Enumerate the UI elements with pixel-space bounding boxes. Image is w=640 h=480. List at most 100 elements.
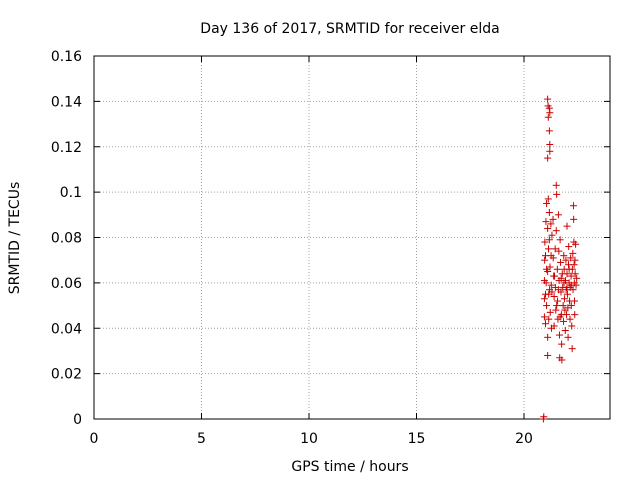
- data-point: [540, 313, 548, 321]
- data-point: [554, 286, 562, 294]
- data-point: [543, 199, 551, 207]
- data-point: [571, 256, 579, 264]
- data-point: [550, 292, 558, 300]
- x-tick-label: 10: [300, 431, 318, 447]
- chart-title: Day 136 of 2017, SRMTID for receiver eld…: [200, 21, 499, 37]
- data-point: [563, 311, 571, 319]
- data-point: [545, 245, 553, 253]
- data-point: [560, 279, 568, 287]
- data-point: [542, 320, 549, 328]
- data-point: [546, 109, 554, 117]
- data-point: [545, 236, 553, 244]
- data-points: [539, 95, 581, 423]
- data-point: [541, 256, 549, 264]
- data-point: [571, 270, 579, 278]
- data-point: [542, 279, 550, 287]
- data-point: [544, 154, 552, 162]
- data-point: [544, 195, 552, 203]
- data-point: [546, 308, 554, 316]
- data-point: [547, 281, 555, 289]
- y-axis-label: SRMTID / TECUs: [7, 182, 23, 295]
- data-point: [569, 286, 577, 294]
- data-point: [556, 313, 564, 321]
- data-point: [544, 224, 552, 232]
- data-point: [561, 327, 569, 335]
- x-tick-label: 5: [197, 431, 206, 447]
- x-axis-ticks: 0 5 10 15 20: [90, 56, 533, 447]
- data-point: [551, 272, 559, 280]
- data-point: [544, 351, 552, 359]
- data-point: [573, 274, 581, 282]
- data-point: [544, 113, 552, 121]
- data-point: [569, 202, 577, 210]
- data-point: [571, 311, 579, 319]
- data-point: [544, 333, 552, 341]
- data-point: [569, 249, 577, 257]
- data-point: [565, 243, 573, 251]
- data-point: [554, 211, 562, 219]
- data-point: [557, 274, 565, 282]
- data-point: [567, 272, 575, 280]
- data-point: [543, 302, 551, 310]
- data-point: [549, 254, 557, 262]
- data-point: [559, 302, 567, 310]
- data-point: [544, 95, 552, 103]
- data-point: [562, 256, 570, 264]
- data-point: [567, 254, 575, 262]
- data-point: [568, 345, 576, 353]
- x-tick-label: 15: [408, 431, 426, 447]
- y-tick-label: 0.04: [51, 321, 82, 337]
- grid: [94, 56, 610, 419]
- data-point: [540, 295, 548, 303]
- data-point: [560, 252, 568, 260]
- data-point: [549, 215, 557, 223]
- data-point: [553, 190, 561, 198]
- data-point: [554, 297, 562, 305]
- data-point: [557, 258, 565, 266]
- data-point: [542, 218, 550, 226]
- data-point: [565, 265, 573, 273]
- y-tick-label: 0.06: [51, 276, 82, 292]
- data-point: [564, 333, 572, 341]
- y-axis-ticks: 0 0.02 0.04 0.06 0.08 0.1 0.12 0.14 0.16: [51, 49, 610, 428]
- data-point: [556, 236, 564, 244]
- data-point: [563, 290, 571, 298]
- data-point: [563, 270, 571, 278]
- data-point: [555, 331, 563, 339]
- data-point: [553, 302, 561, 310]
- data-point: [560, 317, 568, 325]
- data-point: [558, 340, 566, 348]
- y-tick-label: 0.1: [60, 185, 82, 201]
- data-point: [546, 263, 554, 271]
- data-point: [572, 240, 580, 248]
- data-point: [551, 245, 559, 253]
- data-point: [563, 283, 571, 291]
- y-tick-label: 0.08: [51, 231, 82, 247]
- data-point: [570, 261, 578, 269]
- data-point: [544, 268, 552, 276]
- data-point: [545, 127, 553, 135]
- data-point: [547, 220, 555, 228]
- data-point: [552, 181, 560, 189]
- data-point: [567, 302, 575, 310]
- y-tick-label: 0.12: [51, 140, 82, 156]
- y-tick-label: 0.14: [51, 94, 82, 110]
- data-point: [568, 322, 576, 330]
- x-tick-label: 20: [515, 431, 533, 447]
- data-point: [545, 315, 553, 323]
- data-point: [558, 356, 566, 364]
- data-point: [540, 413, 548, 421]
- data-point: [567, 281, 575, 289]
- data-point: [552, 306, 560, 314]
- data-point: [550, 322, 558, 330]
- data-point: [541, 238, 549, 246]
- data-point: [545, 209, 553, 217]
- data-point: [560, 295, 568, 303]
- data-point: [566, 315, 574, 323]
- x-axis-label: GPS time / hours: [291, 459, 408, 475]
- data-point: [563, 222, 571, 230]
- x-tick-label: 0: [90, 431, 99, 447]
- data-point: [548, 231, 556, 239]
- y-tick-label: 0: [73, 412, 82, 428]
- data-point: [552, 227, 560, 235]
